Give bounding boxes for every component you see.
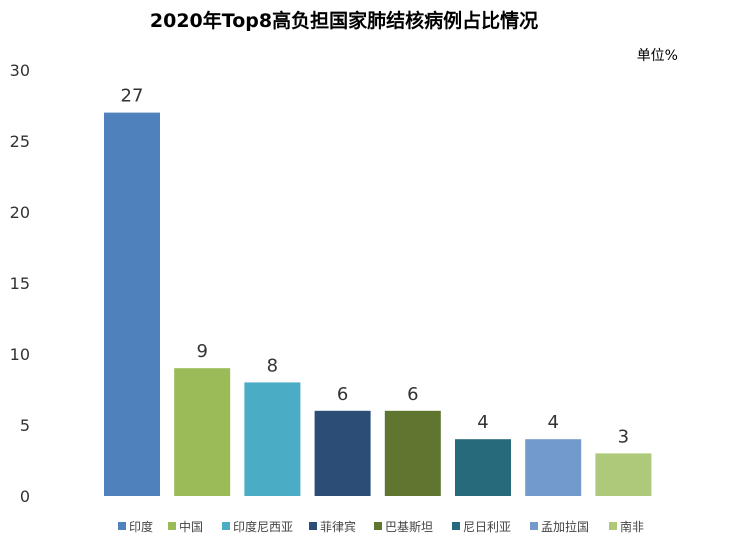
bar-1[interactable] (104, 112, 160, 496)
bar-7[interactable] (525, 439, 582, 496)
y-tick-label: 0 (20, 487, 30, 506)
y-tick-label: 15 (10, 274, 30, 293)
bar-5[interactable] (384, 410, 441, 496)
data-label: 9 (196, 341, 207, 362)
data-label: 27 (121, 86, 144, 107)
bar-6[interactable] (455, 439, 511, 496)
bar-8[interactable] (595, 453, 652, 496)
legend-label: 南非 (620, 519, 644, 534)
legend-swatch (118, 522, 126, 530)
y-tick-label: 20 (10, 203, 30, 222)
legend-swatch (309, 522, 317, 530)
legend-label: 孟加拉国 (541, 519, 589, 534)
y-tick-label: 25 (10, 132, 30, 151)
legend-label: 印度 (129, 519, 153, 534)
legend-swatch (530, 522, 538, 530)
data-label: 8 (267, 355, 278, 376)
chart-title: 2020年Top8高负担国家肺结核病例占比情况 (150, 9, 538, 32)
data-label: 6 (337, 384, 348, 405)
unit-label: 单位% (637, 48, 678, 64)
legend-label: 巴基斯坦 (385, 520, 433, 534)
bars: 27 9 8 6 6 4 4 3 (104, 86, 652, 496)
y-axis: 0 5 10 15 20 25 30 (10, 61, 30, 506)
legend-swatch (168, 522, 176, 530)
y-tick-label: 30 (10, 61, 30, 80)
legend-label: 菲律宾 (320, 519, 356, 534)
legend-label: 尼日利亚 (463, 520, 511, 534)
data-label: 6 (407, 384, 418, 405)
y-tick-label: 10 (10, 345, 30, 364)
bar-4[interactable] (314, 410, 371, 496)
data-label: 3 (618, 426, 629, 447)
legend-swatch (222, 522, 230, 530)
legend-label: 中国 (179, 519, 203, 534)
legend: 印度 中国 印度尼西亚 菲律宾 巴基斯坦 尼日利亚 孟加拉国 南非 (118, 519, 644, 534)
data-label: 4 (547, 412, 558, 433)
data-label: 4 (477, 412, 488, 433)
legend-swatch (609, 522, 617, 530)
bar-2[interactable] (174, 368, 231, 496)
legend-swatch (452, 522, 460, 530)
legend-swatch (374, 522, 382, 530)
bar-3[interactable] (244, 382, 301, 496)
y-tick-label: 5 (20, 416, 30, 435)
legend-label: 印度尼西亚 (233, 519, 293, 534)
